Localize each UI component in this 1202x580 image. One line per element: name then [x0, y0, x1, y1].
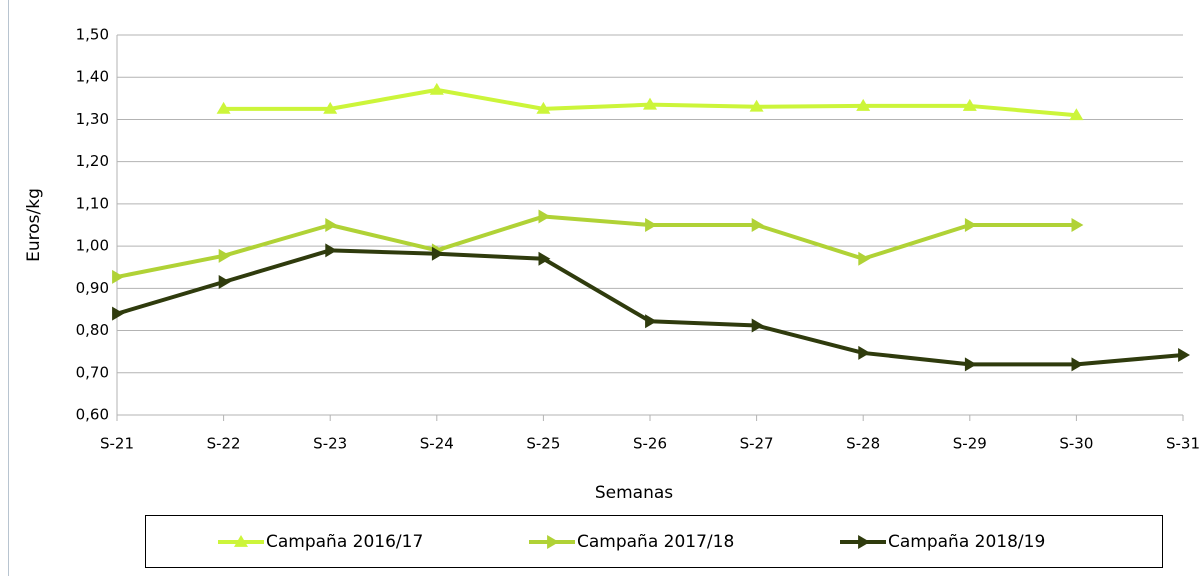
- legend-box: [145, 515, 1163, 568]
- x-tick-label: S-24: [420, 435, 454, 453]
- data-point: [112, 306, 124, 321]
- x-tick-label: S-30: [1059, 435, 1093, 453]
- x-tick-label: S-25: [526, 435, 560, 453]
- data-point: [218, 248, 231, 263]
- data-point: [1071, 218, 1084, 232]
- data-point: [536, 101, 551, 114]
- y-tick-label: 1,20: [76, 152, 109, 170]
- data-point: [964, 218, 977, 232]
- data-point: [216, 101, 231, 114]
- y-tick-label: 1,00: [76, 237, 109, 255]
- x-tick-label: S-29: [953, 435, 987, 453]
- y-tick-label: 1,40: [76, 68, 109, 86]
- x-tick-label: S-21: [100, 435, 134, 453]
- series-line: [116, 214, 1077, 279]
- data-point: [538, 209, 551, 224]
- data-point: [323, 101, 338, 114]
- data-point: [431, 246, 444, 261]
- y-tick-label: 0,90: [76, 279, 109, 297]
- data-point: [858, 251, 871, 266]
- data-point: [751, 318, 764, 333]
- data-point: [964, 357, 977, 372]
- x-tick-label: S-23: [313, 435, 347, 453]
- y-tick-label: 1,50: [76, 26, 109, 44]
- y-axis-label: Euros/kg: [24, 188, 44, 262]
- legend-marker: [547, 535, 559, 549]
- data-point: [429, 82, 444, 95]
- y-tick-label: 0,60: [76, 406, 109, 424]
- legend-marker: [858, 535, 870, 549]
- x-tick-label: S-26: [633, 435, 667, 453]
- data-point: [538, 251, 551, 266]
- data-point: [1071, 357, 1084, 372]
- y-tick-label: 1,10: [76, 194, 109, 212]
- legend-marker: [234, 535, 248, 547]
- data-point: [112, 269, 124, 284]
- legend-label: Campaña 2016/17: [266, 532, 423, 552]
- series-line: [116, 248, 1184, 367]
- x-tick-label: S-31: [1166, 435, 1200, 453]
- data-point: [325, 243, 338, 258]
- y-tick-label: 0,80: [76, 321, 109, 339]
- data-point: [856, 98, 871, 111]
- data-point: [962, 98, 977, 111]
- data-point: [858, 345, 871, 360]
- data-point: [751, 218, 764, 232]
- data-point: [749, 99, 764, 112]
- x-tick-label: S-27: [740, 435, 774, 453]
- x-axis-label: Semanas: [595, 483, 673, 503]
- y-tick-label: 0,70: [76, 363, 109, 381]
- data-point: [645, 218, 657, 232]
- data-point: [645, 314, 657, 329]
- data-point: [218, 275, 231, 289]
- x-tick-label: S-28: [846, 435, 880, 453]
- legend-label: Campaña 2017/18: [577, 532, 734, 552]
- legend-label: Campaña 2018/19: [888, 532, 1045, 552]
- data-point: [1178, 348, 1190, 363]
- x-tick-label: S-22: [207, 435, 241, 453]
- data-point: [325, 218, 338, 232]
- data-point: [643, 97, 657, 110]
- data-point: [1069, 108, 1084, 121]
- y-tick-label: 1,30: [76, 110, 109, 128]
